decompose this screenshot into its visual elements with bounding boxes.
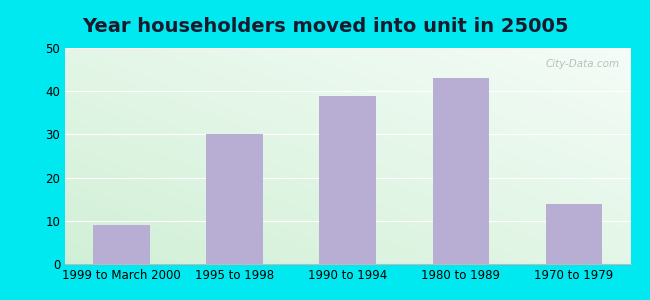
Bar (433, 78, 489, 264)
Text: City-Data.com: City-Data.com (545, 59, 619, 69)
Bar (320, 95, 376, 264)
Text: Year householders moved into unit in 25005: Year householders moved into unit in 250… (82, 17, 568, 37)
Bar (207, 134, 263, 264)
Bar (546, 203, 602, 264)
Bar (94, 225, 150, 264)
